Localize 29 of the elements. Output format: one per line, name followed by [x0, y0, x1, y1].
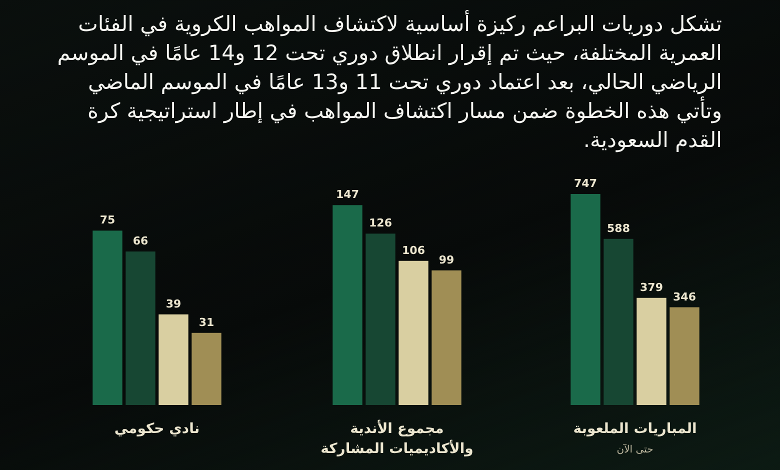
bar — [636, 298, 666, 405]
data-label: 31 — [198, 316, 214, 329]
data-label: 75 — [100, 214, 116, 227]
data-label: 39 — [166, 297, 182, 310]
data-label: 126 — [369, 216, 392, 230]
bar — [332, 205, 362, 405]
x-axis-title: نادي حكومي — [114, 421, 200, 437]
data-label: 747 — [574, 176, 597, 190]
data-label: 346 — [673, 290, 696, 304]
bar — [192, 332, 222, 405]
x-axis-title: مجموع الأندية والأكاديميات المشاركة — [320, 419, 474, 457]
text: تشكل دوريات البراعم ركيزة أساسية لاكتشاف المواهب الكروية في الفئات العمرية المختلفة، حيث تم إقرار انطلاق دوري تحت 12 و14 عامًا في الموسم الرياضي الحالي، بعد اعتماد دوري تحت 11 و13 عامًا في الموسم الماضي وتأتي هذه الخطوة ضمن مسار اكتشاف المواهب في إطار استراتيجية كرة القدم السعودية. — [57, 12, 722, 152]
bar — [158, 314, 188, 405]
data-label: 106 — [402, 244, 426, 257]
bar — [366, 234, 396, 405]
data-label: 379 — [640, 280, 663, 294]
text: حتى الآن — [616, 444, 654, 456]
bar — [432, 270, 462, 405]
data-label: 66 — [132, 234, 148, 248]
bar — [670, 307, 700, 405]
data-label: 147 — [336, 188, 359, 202]
bar — [604, 238, 634, 405]
bar — [570, 194, 600, 405]
data-label: 588 — [607, 222, 630, 235]
bar — [398, 260, 428, 405]
x-axis-title: المباريات الملعوبة — [573, 421, 697, 437]
bar — [126, 252, 156, 405]
data-label: 99 — [438, 253, 454, 266]
bar — [92, 230, 122, 405]
